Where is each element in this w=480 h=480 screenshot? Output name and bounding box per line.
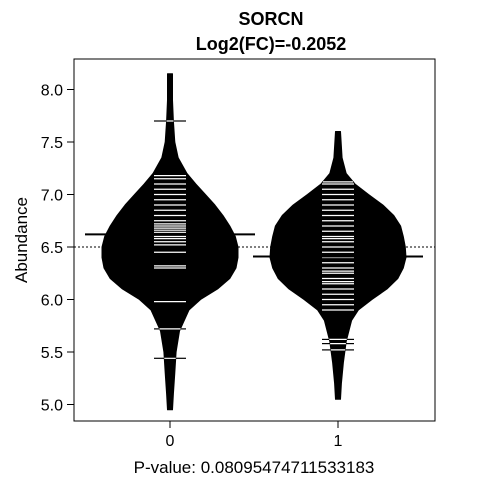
y-tick-label: 7.5 (41, 135, 63, 152)
x-tick-label: 0 (166, 433, 175, 450)
y-tick-label: 7.0 (41, 188, 63, 205)
y-tick-label: 8.0 (41, 83, 63, 100)
chart-subtitle: Log2(FC)=-0.2052 (196, 34, 347, 54)
y-tick-label: 6.0 (41, 293, 63, 310)
y-axis-label: Abundance (12, 197, 31, 283)
bean-shape-1 (269, 131, 407, 400)
chart-title: SORCN (238, 9, 303, 29)
y-tick-label: 6.5 (41, 240, 63, 257)
plot-frame (73, 58, 436, 422)
y-tick-label: 5.5 (41, 345, 63, 362)
beans-group (74, 73, 435, 411)
y-axis: 5.0 5.5 6.0 6.5 7.0 7.5 8.0 (41, 83, 74, 415)
y-tick-label: 5.0 (41, 398, 63, 415)
x-tick-label: 1 (334, 433, 343, 450)
x-axis-label: P-value: 0.08095474711533183 (134, 458, 375, 477)
